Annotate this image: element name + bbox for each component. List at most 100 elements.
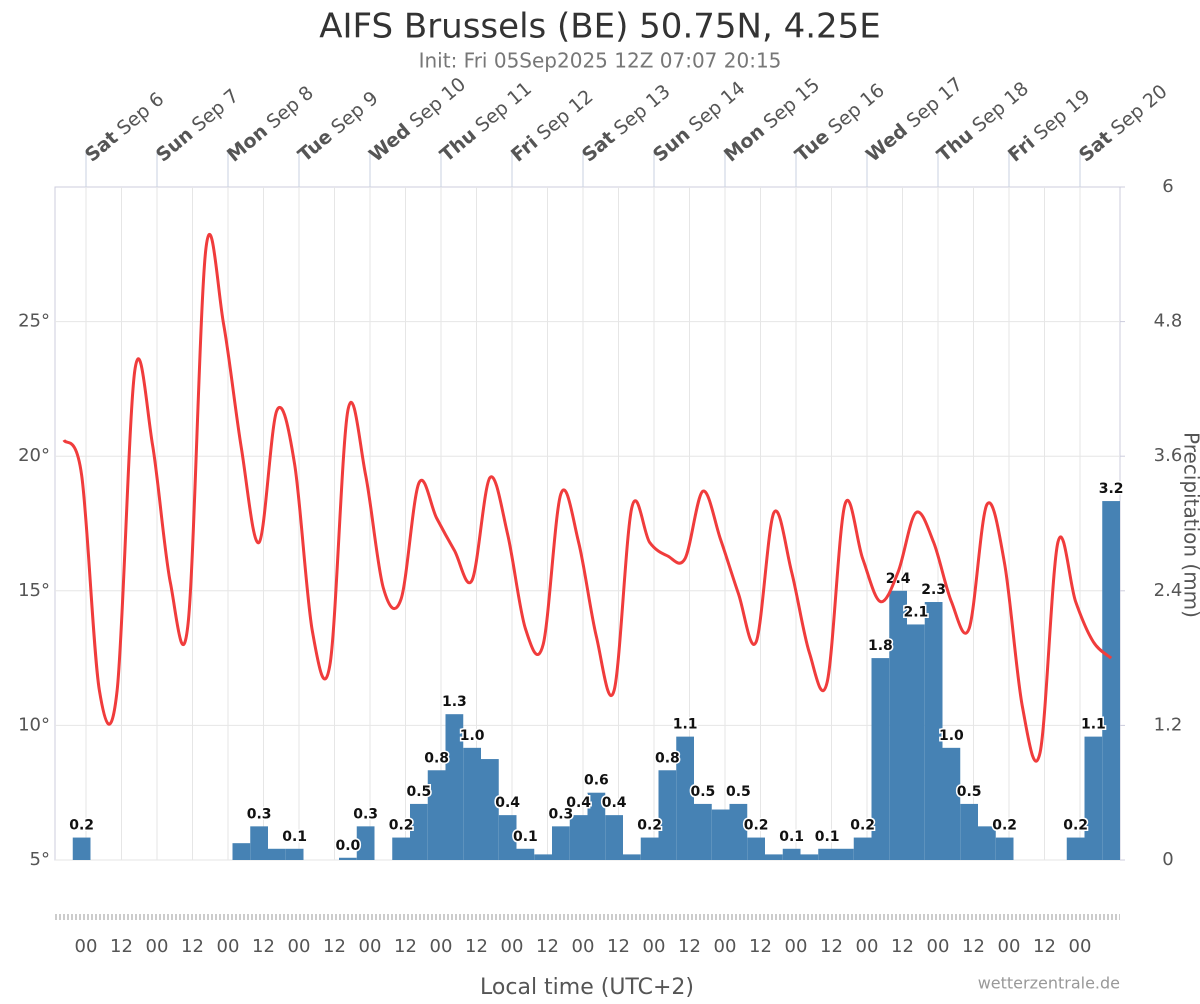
bar: [286, 849, 304, 860]
x-tick-label: 00: [785, 936, 808, 957]
value-label: 0.0: [335, 838, 360, 854]
bar: [517, 849, 535, 860]
bar: [801, 854, 819, 860]
x-tick-label: 12: [891, 936, 914, 957]
x-tick-label: 00: [927, 936, 950, 957]
value-label: 0.4: [602, 795, 627, 811]
value-label: 0.3: [353, 806, 378, 822]
value-label: 0.2: [850, 818, 875, 834]
value-label: 0.5: [406, 784, 431, 800]
date: Sep 13: [610, 80, 675, 139]
value-label: 2.3: [921, 582, 946, 598]
chart-title: AIFS Brussels (BE) 50.75N, 4.25E: [319, 7, 881, 47]
x-tick-label: 12: [536, 936, 559, 957]
y-tick-label: 20°: [18, 445, 50, 466]
bar: [73, 838, 91, 860]
value-label: 0.1: [513, 829, 538, 845]
bar: [605, 815, 623, 860]
bar: [339, 858, 357, 860]
value-label: 0.5: [957, 784, 982, 800]
y2-axis-title: Precipitation (mm): [1180, 432, 1200, 618]
value-label: 1.3: [442, 694, 467, 710]
x-tick-label: 00: [146, 936, 169, 957]
x-tick-label: 00: [430, 936, 453, 957]
x-tick-label: 00: [1069, 936, 1092, 957]
date: Sep 19: [1029, 85, 1094, 144]
bar: [392, 838, 410, 860]
x-tick-label: 12: [465, 936, 488, 957]
value-label: 0.8: [424, 750, 449, 766]
value-label: 0.1: [815, 829, 840, 845]
value-label: 0.6: [584, 773, 609, 789]
value-label: 0.2: [637, 818, 662, 834]
date: Sep 9: [327, 87, 382, 139]
x-tick-label: 12: [252, 936, 275, 957]
bar: [268, 849, 286, 860]
x-tick-label: 00: [643, 936, 666, 957]
x-tick-label: 12: [962, 936, 985, 957]
date: Sep 6: [113, 88, 168, 140]
x-tick-label: 12: [394, 936, 417, 957]
date: Sep 8: [262, 81, 317, 133]
y2-tick-label: 2.4: [1154, 580, 1183, 601]
x-axis-title: Local time (UTC+2): [480, 975, 694, 1000]
value-label: 0.2: [1063, 818, 1088, 834]
bar: [623, 854, 641, 860]
value-label: 0.3: [247, 806, 272, 822]
y-tick-label: 10°: [18, 714, 50, 735]
x-tick-label: 00: [856, 936, 879, 957]
date: Sep 15: [759, 74, 824, 133]
bar: [943, 748, 961, 860]
bar: [552, 826, 570, 860]
bar: [250, 826, 268, 860]
weekday: Tue: [791, 125, 834, 166]
bar: [854, 838, 872, 860]
x-tick-label: 00: [714, 936, 737, 957]
weekday: Wed: [862, 119, 912, 166]
date: Sep 16: [824, 79, 889, 138]
weekday: Sun: [649, 123, 694, 166]
bar: [907, 624, 925, 860]
weekday: Sat: [81, 126, 122, 166]
bar: [1102, 501, 1120, 860]
date: Sep 7: [187, 84, 242, 136]
date: Sep 11: [471, 77, 536, 136]
date: Sep 10: [405, 73, 470, 132]
bar: [1067, 838, 1085, 860]
bar: [783, 849, 801, 860]
x-tick-label: 00: [288, 936, 311, 957]
x-tick-label: 12: [749, 936, 772, 957]
value-label: 0.5: [726, 784, 751, 800]
value-label: 0.2: [69, 818, 94, 834]
bar: [233, 843, 251, 860]
y-tick-label: 5°: [30, 849, 50, 870]
x-tick-label: 00: [998, 936, 1021, 957]
y-tick-label: 25°: [18, 311, 50, 332]
x-tick-label: 00: [501, 936, 524, 957]
day-label: Sat Sep 20: [1075, 80, 1172, 166]
bar: [818, 849, 836, 860]
value-label: 0.2: [744, 818, 769, 834]
weekday: Sat: [1075, 126, 1116, 166]
y2-tick-label: 0: [1162, 849, 1173, 870]
y2-tick-label: 4.8: [1154, 311, 1183, 332]
x-tick-label: 12: [110, 936, 133, 957]
value-label: 0.5: [690, 784, 715, 800]
weekday: Tue: [294, 125, 337, 166]
x-tick-label: 12: [323, 936, 346, 957]
weekday: Sat: [578, 126, 619, 166]
temperature-line: [64, 234, 1111, 761]
x-tick-label: 00: [75, 936, 98, 957]
bar: [463, 748, 481, 860]
bar: [747, 838, 765, 860]
bar: [836, 849, 854, 860]
x-tick-label: 00: [359, 936, 382, 957]
value-label: 0.2: [389, 818, 414, 834]
x-tick-label: 00: [572, 936, 595, 957]
weekday: Mon: [223, 120, 272, 166]
x-tick-label: 12: [181, 936, 204, 957]
value-label: 1.1: [673, 717, 698, 733]
chart-subtitle: Init: Fri 05Sep2025 12Z 07:07 20:15: [419, 49, 782, 73]
value-label: 0.8: [655, 750, 680, 766]
